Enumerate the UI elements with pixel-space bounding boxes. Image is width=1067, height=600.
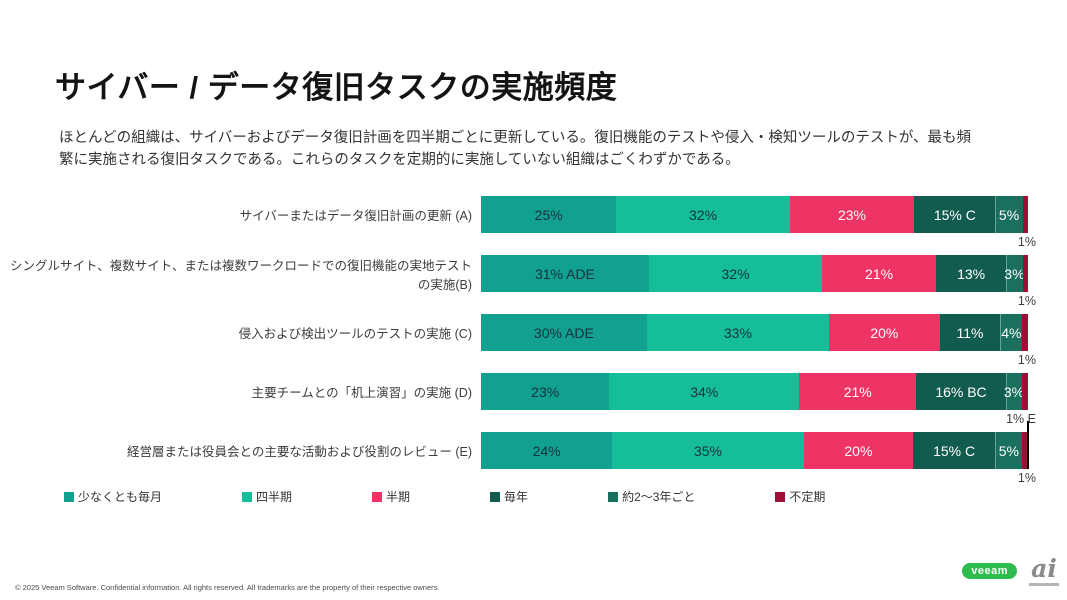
bar-segment: 21%	[799, 373, 917, 410]
row-label: 主要チームとの「机上演習」の実施 (D)	[251, 386, 472, 400]
segment-callout-label: 1%	[1017, 294, 1036, 308]
bar-segment	[1022, 373, 1028, 410]
legend-label: 不定期	[789, 490, 826, 504]
ai-logo: ai	[1029, 556, 1059, 586]
row-label: 侵入および検出ツールのテストの実施 (C)	[238, 327, 472, 341]
logo-group: veeam ai	[962, 556, 1059, 586]
segment-callout-label: 1%	[1017, 471, 1036, 485]
legend-item: 約2〜3年ごと	[608, 488, 695, 505]
legend-swatch	[372, 491, 383, 502]
bar-segment: 21%	[822, 255, 936, 292]
veeam-logo: veeam	[962, 563, 1017, 579]
legend-label: 約2〜3年ごと	[622, 490, 696, 504]
page-title: サイバー / データ復旧タスクの実施頻度	[55, 70, 618, 105]
bar-segment: 15% C	[913, 432, 996, 469]
row-label: 経営層または役員会との主要な活動および役割のレビュー (E)	[126, 445, 472, 459]
bar-segment: 30% ADE	[481, 314, 647, 351]
segment-callout-label: 1%	[1017, 353, 1036, 367]
chart-row: 侵入および検出ツールのテストの実施 (C) 30% ADE 33% 20% 11% 4% 1…	[0, 314, 1067, 367]
ai-logo-tagline	[1029, 583, 1059, 586]
bar-segment: 13%	[935, 255, 1007, 292]
legend-swatch	[242, 491, 253, 502]
legend-label: 半期	[386, 490, 411, 504]
bar-segment: 5%	[995, 432, 1023, 469]
row-label: サイバーまたはデータ復旧計画の更新 (A)	[239, 209, 472, 223]
legend-item: 半期	[372, 488, 410, 505]
annotation-line	[1027, 421, 1029, 469]
segment-callout-label: 1%	[1017, 235, 1036, 249]
bar-segment: 5%	[995, 196, 1023, 233]
subtitle: ほとんどの組織は、サイバーおよびデータ復旧計画を四半期ごとに更新している。復旧機…	[59, 130, 972, 169]
bar-segment	[1022, 255, 1028, 292]
bar-segment: 3%	[1004, 255, 1025, 292]
legend-swatch	[64, 491, 74, 502]
footer-copyright: © 2025 Veeam Software. Confidential info…	[15, 583, 440, 592]
bar-segment	[1022, 314, 1028, 351]
bar-segment: 11%	[939, 314, 1001, 351]
bar-segment: 23%	[481, 373, 610, 410]
segment-callout-label: 1% E	[1006, 412, 1036, 426]
bar-segment: 32%	[616, 196, 790, 233]
legend-label: 四半期	[256, 490, 293, 504]
bar-segment	[1022, 432, 1028, 469]
bar-segment: 34%	[609, 373, 800, 410]
legend-swatch	[490, 491, 501, 502]
bar-segment: 31% ADE	[481, 255, 649, 292]
bar-segment: 23%	[789, 196, 915, 233]
bar: 23% 34% 21% 16% BC 3% 1% E	[481, 373, 1036, 426]
legend-swatch	[775, 491, 786, 502]
bar-segment: 25%	[481, 196, 617, 233]
ai-logo-mark: ai	[1031, 554, 1057, 583]
bar-segment: 16% BC	[916, 373, 1006, 410]
bar-segment: 24%	[481, 432, 613, 469]
bar-segment: 4%	[1000, 314, 1023, 351]
bar-segment: 20%	[829, 314, 940, 351]
legend-item: 少なくとも毎月	[64, 488, 162, 505]
bar: 31% ADE 32% 21% 13% 3% 1%	[481, 255, 1036, 308]
legend-label: 少なくとも毎月	[78, 490, 163, 504]
legend-item: 毎年	[490, 488, 528, 505]
bar-segment: 15% C	[914, 196, 996, 233]
legend-item: 四半期	[242, 488, 292, 505]
stacked-bar-chart: サイバーまたはデータ復旧計画の更新 (A) 25% 32% 23% 15% C 5% 1% シ…	[0, 196, 1067, 491]
bar: 25% 32% 23% 15% C 5% 1%	[481, 196, 1036, 249]
chart-row: 主要チームとの「机上演習」の実施 (D) 23% 34% 21% 16% BC 3% 1% …	[0, 373, 1067, 426]
legend-item: 不定期	[775, 488, 825, 505]
chart-row: サイバーまたはデータ復旧計画の更新 (A) 25% 32% 23% 15% C 5% 1%	[0, 196, 1067, 249]
bar-segment: 33%	[646, 314, 830, 351]
bar-segment	[1022, 196, 1028, 233]
chart-row: 経営層または役員会との主要な活動および役割のレビュー (E) 24% 35% 20% 1…	[0, 421, 1067, 485]
row-label: シングルサイト、複数サイト、または複数ワークロードでの復旧機能の実地テストの実施…	[9, 258, 472, 292]
chart-legend: 少なくとも毎月 四半期 半期 毎年 約2〜3年ごと 不定期	[64, 488, 825, 505]
bar-segment: 32%	[648, 255, 823, 292]
bar-segment: 35%	[612, 432, 804, 469]
legend-label: 毎年	[504, 490, 529, 504]
legend-swatch	[608, 491, 619, 502]
chart-row: シングルサイト、複数サイト、または複数ワークロードでの復旧機能の実地テストの実施…	[0, 255, 1067, 308]
bar-segment: 20%	[803, 432, 914, 469]
bar: 24% 35% 20% 15% C 5% 1%	[481, 421, 1036, 485]
bar-segment: 3%	[1004, 373, 1024, 410]
bar: 30% ADE 33% 20% 11% 4% 1%	[481, 314, 1036, 367]
